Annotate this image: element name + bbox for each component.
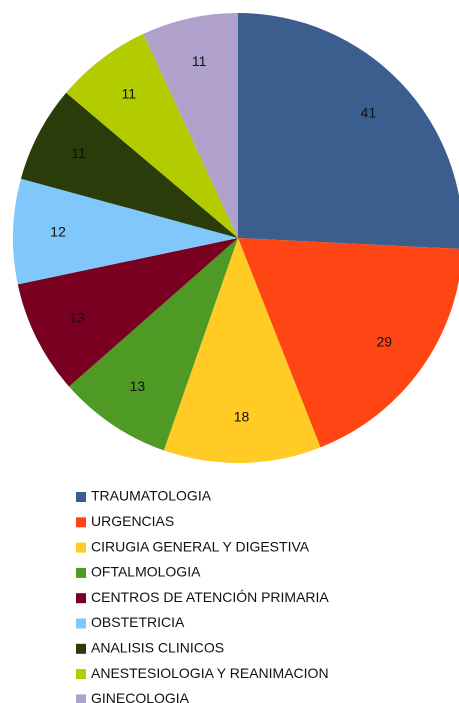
legend-swatch bbox=[76, 694, 86, 703]
value-label: 12 bbox=[50, 223, 66, 239]
pie-slice bbox=[163, 238, 321, 463]
pie-slice bbox=[69, 238, 238, 451]
legend-label: ANALISIS CLINICOS bbox=[91, 640, 224, 656]
legend-swatch bbox=[76, 492, 86, 502]
pie-slice bbox=[20, 92, 238, 239]
value-label: 13 bbox=[130, 378, 146, 394]
legend-label: ANESTESIOLOGIA Y REANIMACION bbox=[91, 665, 329, 681]
legend-label: CENTROS DE ATENCIÓN PRIMARIA bbox=[91, 589, 329, 605]
legend-label: OBSTETRICIA bbox=[91, 614, 185, 630]
value-label: 13 bbox=[69, 309, 85, 325]
value-label: 29 bbox=[376, 334, 392, 350]
legend-label: CIRUGIA GENERAL Y DIGESTIVA bbox=[91, 538, 310, 554]
value-label: 11 bbox=[192, 53, 207, 69]
legend-label: GINECOLOGIA bbox=[91, 690, 190, 703]
value-label: 11 bbox=[122, 86, 137, 102]
legend-label: TRAUMATOLOGIA bbox=[91, 488, 212, 504]
legend-swatch bbox=[76, 669, 86, 680]
pie-slice bbox=[66, 33, 238, 239]
pie-slice bbox=[12, 178, 238, 285]
legend-swatch bbox=[76, 643, 86, 654]
pie-slice bbox=[17, 238, 239, 387]
value-label: 11 bbox=[71, 145, 86, 161]
legend-swatch bbox=[76, 567, 86, 578]
legend-label: URGENCIAS bbox=[91, 513, 174, 529]
pie-slice bbox=[238, 13, 459, 249]
value-label: 41 bbox=[361, 105, 377, 121]
pie-slice bbox=[238, 238, 459, 448]
pie-slice bbox=[143, 13, 238, 238]
legend-swatch bbox=[76, 542, 86, 553]
legend-swatch bbox=[76, 593, 86, 604]
legend-swatch bbox=[76, 618, 86, 629]
legend-label: OFTALMOLOGIA bbox=[91, 564, 201, 580]
legend-swatch bbox=[76, 517, 86, 528]
value-label: 18 bbox=[234, 409, 250, 425]
